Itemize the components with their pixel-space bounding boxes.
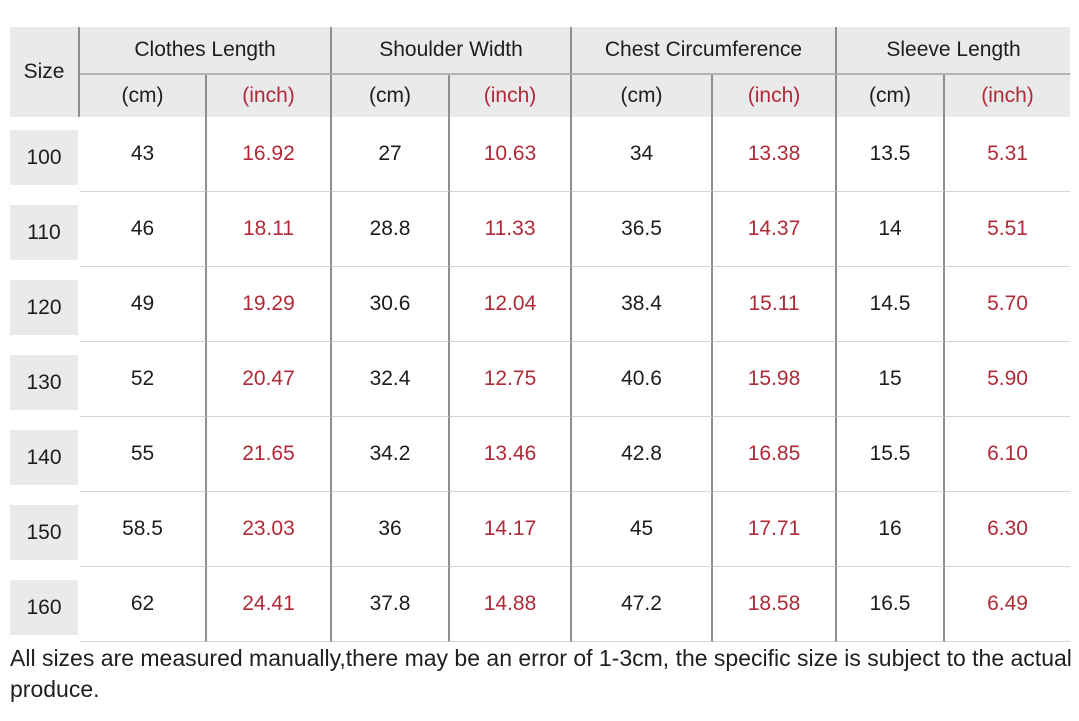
measurement-cell: 16.5	[837, 567, 945, 642]
unit-header-cell: (inch)	[450, 75, 572, 117]
measurement-cell: 43	[80, 117, 207, 192]
measurement-cell: 24.41	[207, 567, 332, 642]
group-header-cell: Chest Circumference	[572, 27, 837, 75]
measurement-cell: 10.63	[450, 117, 572, 192]
measurement-cell: 5.70	[945, 267, 1070, 342]
measurement-cell: 38.4	[572, 267, 713, 342]
measurement-cell: 14.88	[450, 567, 572, 642]
measurement-cell: 14.37	[713, 192, 837, 267]
measurement-cell: 15.98	[713, 342, 837, 417]
measurement-cell: 15.5	[837, 417, 945, 492]
measurement-cell: 16.92	[207, 117, 332, 192]
measurement-cell: 18.11	[207, 192, 332, 267]
measurement-cell: 5.31	[945, 117, 1070, 192]
size-cell: 110	[10, 192, 80, 266]
unit-header-cell: (inch)	[945, 75, 1070, 117]
corner-header-cell: Size	[10, 27, 80, 117]
measurement-cell: 20.47	[207, 342, 332, 417]
unit-header-cell: (inch)	[207, 75, 332, 117]
size-cell: 120	[10, 267, 80, 341]
unit-header-cell: (inch)	[713, 75, 837, 117]
measurement-cell: 62	[80, 567, 207, 642]
measurement-cell: 42.8	[572, 417, 713, 492]
measurement-cell: 28.8	[332, 192, 450, 267]
size-chip: 110	[10, 205, 78, 260]
measurement-cell: 15	[837, 342, 945, 417]
measurement-cell: 34	[572, 117, 713, 192]
measurement-cell: 34.2	[332, 417, 450, 492]
measurement-cell: 12.75	[450, 342, 572, 417]
measurement-cell: 37.8	[332, 567, 450, 642]
measurement-cell: 32.4	[332, 342, 450, 417]
group-header-cell: Shoulder Width	[332, 27, 572, 75]
measurement-cell: 13.46	[450, 417, 572, 492]
size-chip: 150	[10, 505, 78, 560]
measurement-cell: 6.49	[945, 567, 1070, 642]
measurement-cell: 52	[80, 342, 207, 417]
size-cell: 140	[10, 417, 80, 491]
size-cell: 160	[10, 567, 80, 641]
measurement-cell: 16	[837, 492, 945, 567]
group-header-cell: Clothes Length	[80, 27, 332, 75]
measurement-cell: 27	[332, 117, 450, 192]
measurement-cell: 23.03	[207, 492, 332, 567]
measurement-cell: 58.5	[80, 492, 207, 567]
measurement-cell: 17.71	[713, 492, 837, 567]
unit-header-cell: (cm)	[332, 75, 450, 117]
measurement-cell: 18.58	[713, 567, 837, 642]
measurement-cell: 21.65	[207, 417, 332, 492]
size-chip: 130	[10, 355, 78, 410]
measurement-cell: 40.6	[572, 342, 713, 417]
unit-header-cell: (cm)	[837, 75, 945, 117]
size-chip: 100	[10, 130, 78, 185]
measurement-cell: 46	[80, 192, 207, 267]
measurement-cell: 11.33	[450, 192, 572, 267]
group-header-cell: Sleeve Length	[837, 27, 1070, 75]
measurement-cell: 14.5	[837, 267, 945, 342]
measurement-cell: 49	[80, 267, 207, 342]
measurement-cell: 55	[80, 417, 207, 492]
measurement-cell: 5.51	[945, 192, 1070, 267]
size-cell: 150	[10, 492, 80, 566]
measurement-cell: 36.5	[572, 192, 713, 267]
measurement-cell: 45	[572, 492, 713, 567]
measurement-cell: 13.5	[837, 117, 945, 192]
measurement-cell: 14.17	[450, 492, 572, 567]
unit-header-cell: (cm)	[80, 75, 207, 117]
measurement-cell: 47.2	[572, 567, 713, 642]
measurement-cell: 6.10	[945, 417, 1070, 492]
measurement-cell: 36	[332, 492, 450, 567]
measurement-cell: 5.90	[945, 342, 1070, 417]
size-cell: 130	[10, 342, 80, 416]
unit-header-cell: (cm)	[572, 75, 713, 117]
measurement-cell: 14	[837, 192, 945, 267]
size-table: Size Clothes Length Shoulder Width Chest…	[10, 27, 1070, 642]
measurement-cell: 6.30	[945, 492, 1070, 567]
measurement-cell: 19.29	[207, 267, 332, 342]
measurement-cell: 15.11	[713, 267, 837, 342]
size-cell: 100	[10, 117, 80, 191]
note-text: All sizes are measured manually,there ma…	[10, 645, 1072, 702]
size-chip: 160	[10, 580, 78, 635]
size-chip: 140	[10, 430, 78, 485]
measurement-cell: 30.6	[332, 267, 450, 342]
measurement-cell: 13.38	[713, 117, 837, 192]
measurement-cell: 12.04	[450, 267, 572, 342]
size-chip: 120	[10, 280, 78, 335]
measurement-cell: 16.85	[713, 417, 837, 492]
